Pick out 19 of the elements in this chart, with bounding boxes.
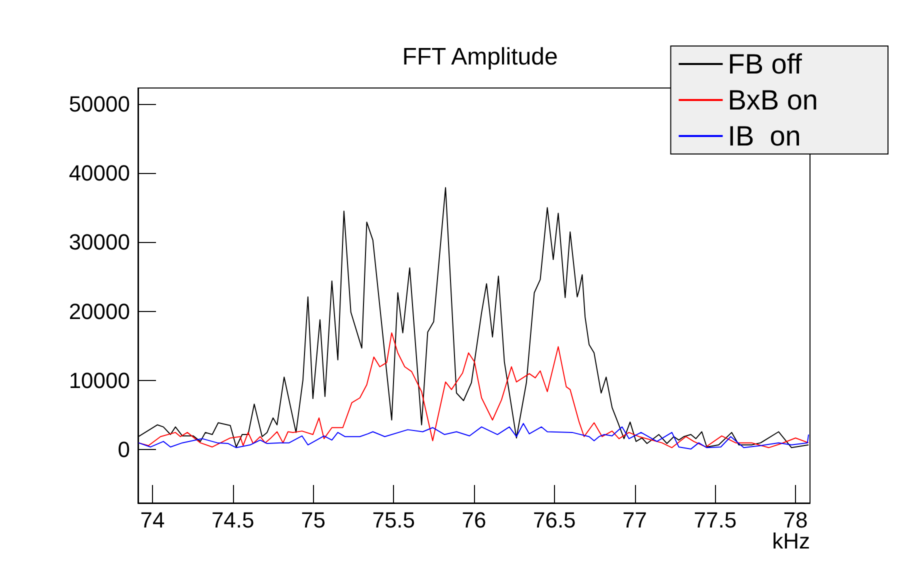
- x-tick-label: 77: [622, 508, 648, 532]
- y-tick-label: 40000: [68, 160, 130, 186]
- line-series: [138, 422, 810, 450]
- legend-label: IB on: [728, 120, 801, 152]
- chart-title: FFT Amplitude: [402, 44, 558, 70]
- x-tick-label: 74.5: [211, 508, 254, 532]
- x-tick-label: 76: [462, 508, 486, 532]
- legend-label: BxB on: [728, 84, 818, 116]
- y-tick-label: 50000: [68, 91, 130, 116]
- x-tick-label: 75.5: [372, 508, 416, 532]
- x-tick-label: 74: [140, 508, 165, 532]
- y-tick-label: 20000: [68, 298, 130, 324]
- x-tick-label: 77.5: [694, 508, 737, 532]
- y-tick-label: 10000: [68, 368, 130, 394]
- y-tick-label: 0: [118, 437, 130, 462]
- x-tick-label: 76.5: [532, 508, 576, 532]
- y-tick-label: 30000: [68, 230, 130, 255]
- x-tick-label: 75: [300, 508, 326, 532]
- legend-label: FB off: [728, 48, 802, 80]
